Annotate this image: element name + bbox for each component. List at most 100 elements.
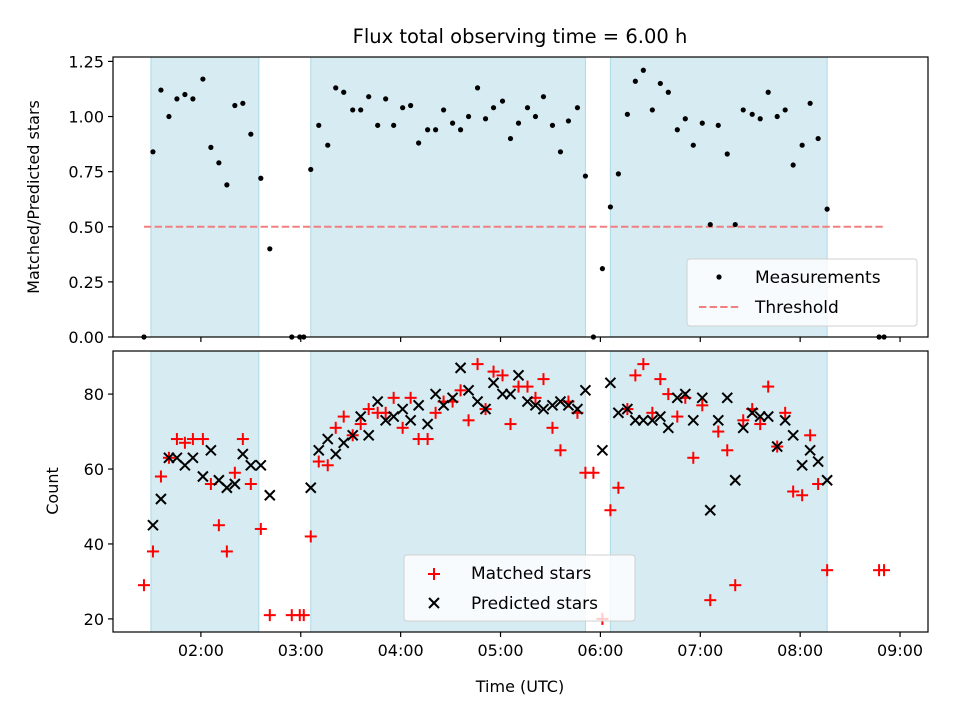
measurements-point (474, 85, 481, 91)
measurements-point (640, 67, 646, 73)
y-tick-label: 0.00 (68, 328, 104, 347)
predicted-stars-point (787, 429, 799, 442)
matched-stars-point (387, 391, 400, 404)
measurements-point (524, 105, 531, 111)
predicted-stars-point (662, 422, 675, 434)
matched-stars-point (236, 433, 249, 446)
matched-stars-point (687, 451, 700, 464)
predicted-stars-point (147, 519, 159, 531)
predicted-stars-point (729, 474, 741, 486)
predicted-stars-point (704, 504, 716, 516)
measurements-point (216, 160, 222, 166)
legend-matched-label: Matched stars (471, 564, 591, 584)
predicted-stars-point (654, 410, 667, 423)
matched-stars-point (696, 399, 709, 412)
predicted-stars-point (637, 414, 650, 427)
predicted-stars-point (687, 414, 699, 427)
measurements-point (333, 85, 339, 91)
matched-stars-point (329, 421, 342, 434)
predicted-stars-point (221, 482, 233, 494)
matched-stars-point (462, 414, 475, 427)
matched-stars-point (196, 433, 209, 446)
matched-stars-point (297, 609, 310, 622)
x-tick-label: 06:00 (577, 641, 623, 660)
measurements-point (790, 162, 796, 168)
x-tick-label: 07:00 (677, 641, 723, 660)
predicted-stars-point (579, 384, 592, 397)
measurements-point (557, 149, 564, 155)
y-tick-label: 80 (84, 385, 104, 404)
matched-stars-point (263, 609, 276, 622)
predicted-stars-point (712, 414, 724, 427)
predicted-stars-point (762, 410, 774, 423)
predicted-stars-point (396, 403, 409, 415)
measurements-point (267, 246, 273, 252)
predicted-stars-point (746, 407, 758, 419)
y-tick-label: 0.25 (68, 273, 104, 292)
measurements-point (350, 107, 356, 113)
y-tick-label: 0.50 (68, 218, 104, 237)
measurements-point (799, 142, 805, 148)
measurements-point (632, 78, 638, 84)
x-tick-label: 03:00 (278, 641, 324, 660)
top-axes: 0.00 0.25 0.50 0.75 1.00 1.25 (68, 52, 901, 347)
predicted-stars-point (437, 399, 450, 412)
predicted-stars-point (404, 414, 417, 427)
matched-stars-point (178, 436, 191, 449)
matched-stars-point (521, 380, 534, 393)
measurements-point (732, 221, 738, 228)
matched-stars-point (504, 418, 517, 431)
predicted-stars-point (546, 399, 559, 412)
predicted-stars-point (504, 388, 517, 400)
matched-stars-point (712, 425, 725, 438)
predicted-stars-point (696, 392, 708, 404)
predicted-stars-point (155, 493, 167, 505)
matched-stars-point (454, 384, 467, 397)
predicted-stars-point (604, 377, 617, 389)
predicted-stars-point (571, 403, 584, 415)
measurements-point (574, 105, 581, 111)
matched-stars-point (496, 369, 509, 382)
predicted-stars-point (612, 407, 625, 419)
matched-stars-point (754, 418, 767, 431)
matched-stars-point (254, 522, 267, 535)
predicted-stars-point (529, 399, 542, 412)
shaded-interval-2 (310, 56, 586, 338)
measurements-point (740, 107, 746, 113)
matched-stars-point (762, 380, 775, 393)
matched-stars-point (404, 391, 417, 404)
measurements-point (507, 135, 514, 142)
x-axis-label: Time (UTC) (475, 677, 564, 696)
predicted-stars-point (479, 403, 492, 415)
measurements-point (408, 102, 414, 109)
predicted-stars-point (255, 459, 267, 471)
measurements-point (190, 96, 196, 102)
measurements-point (765, 89, 771, 95)
y-tick-label: 60 (84, 460, 104, 479)
measurements-point (532, 113, 539, 120)
matched-stars-point (429, 406, 442, 419)
predicted-stars-point (330, 448, 342, 460)
measurements-point (807, 100, 813, 106)
matched-stars-point (629, 369, 642, 382)
measurements-point (599, 266, 605, 272)
bottom-legend-box (403, 554, 636, 622)
predicted-stars-point (229, 478, 241, 490)
x-tick-label: 08:00 (777, 641, 823, 660)
matched-stars-point (312, 455, 325, 468)
matched-stars-point (737, 414, 750, 427)
measurements-point (549, 122, 556, 128)
matched-stars-point (220, 545, 233, 558)
top-panel: Flux total observing time = 6.00 h 0.000… (24, 25, 929, 347)
measurements-point (248, 131, 254, 137)
measurements-point (416, 140, 422, 146)
matched-stars-point (354, 418, 367, 431)
x-tick-label: 04:00 (378, 641, 424, 660)
measurements-point (400, 105, 406, 111)
measurements-point (166, 113, 172, 120)
measurements-point (200, 76, 206, 82)
matched-stars-point (804, 429, 817, 442)
predicted-stars-point (821, 474, 833, 486)
measurements-point (665, 89, 671, 95)
measurements-point (674, 127, 680, 133)
